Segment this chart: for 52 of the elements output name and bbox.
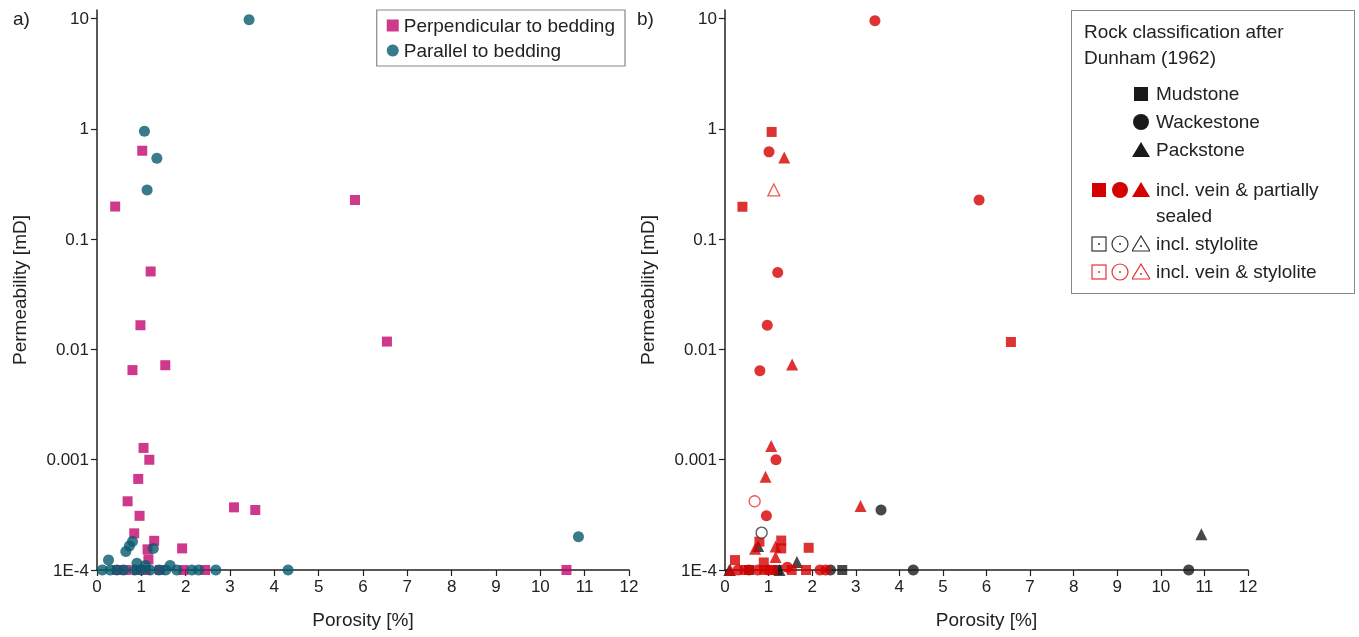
y-axis-title: Permeability [mD] [9, 215, 30, 365]
legend-label: Packstone [1156, 138, 1246, 162]
legend-label: Perpendicular to bedding [403, 15, 615, 36]
legend-label: Mudstone [1156, 82, 1241, 106]
x-tick-label: 2 [807, 577, 817, 596]
y-tick-label: 1E-4 [681, 560, 717, 580]
x-tick-label: 5 [313, 577, 324, 596]
x-axis-title: Porosity [%] [935, 609, 1038, 630]
x-tick-label: 12 [1238, 577, 1258, 596]
y-axis-title: Permeability [mD] [637, 215, 658, 365]
y-tick-label: 0.1 [693, 229, 717, 249]
legend-label: Wackestone [1156, 110, 1261, 134]
x-tick-label: 0 [92, 577, 102, 596]
x-tick-label: 2 [180, 577, 191, 596]
x-tick-label: 1 [136, 577, 147, 596]
y-tick-label: 1E-4 [53, 560, 89, 580]
y-tick-label: 1 [79, 119, 89, 139]
x-tick-label: 1 [763, 577, 774, 596]
chart-title: a) [13, 8, 30, 29]
x-tick-label: 9 [1112, 577, 1122, 596]
y-tick-label: 10 [70, 9, 89, 29]
x-tick-label: 12 [619, 577, 639, 596]
x-axis-title: Porosity [%] [312, 609, 414, 630]
chart-title: b) [637, 8, 654, 29]
x-tick-label: 6 [981, 577, 992, 596]
x-tick-label: 3 [851, 577, 861, 596]
y-tick-label: 0.001 [674, 450, 717, 470]
y-tick-label: 10 [698, 9, 717, 29]
x-tick-label: 11 [575, 577, 594, 596]
x-tick-label: 5 [938, 577, 948, 596]
x-tick-label: 4 [269, 577, 280, 596]
x-tick-label: 10 [530, 577, 550, 596]
x-tick-label: 0 [720, 577, 730, 596]
x-tick-label: 9 [491, 577, 501, 596]
y-tick-label: 0.01 [55, 339, 89, 359]
x-tick-label: 3 [225, 577, 235, 596]
y-tick-label: 0.001 [46, 450, 89, 470]
legend-label: incl. stylolite [1156, 232, 1260, 256]
x-tick-label: 7 [402, 577, 413, 596]
x-tick-label: 7 [1025, 577, 1035, 596]
x-tick-label: 11 [1195, 577, 1214, 596]
x-tick-label: 8 [446, 577, 457, 596]
x-tick-label: 6 [358, 577, 368, 596]
y-tick-label: 1 [707, 119, 717, 139]
x-tick-label: 4 [894, 577, 905, 596]
y-tick-label: 0.1 [65, 229, 89, 249]
legend-label: incl. vein & stylolite [1156, 260, 1318, 284]
x-tick-label: 8 [1068, 577, 1079, 596]
legend-label: Parallel to bedding [403, 40, 562, 61]
legend-title: Rock classification after Dunham (1962) [1084, 20, 1285, 70]
y-tick-label: 0.01 [683, 339, 717, 359]
x-tick-label: 10 [1151, 577, 1171, 596]
